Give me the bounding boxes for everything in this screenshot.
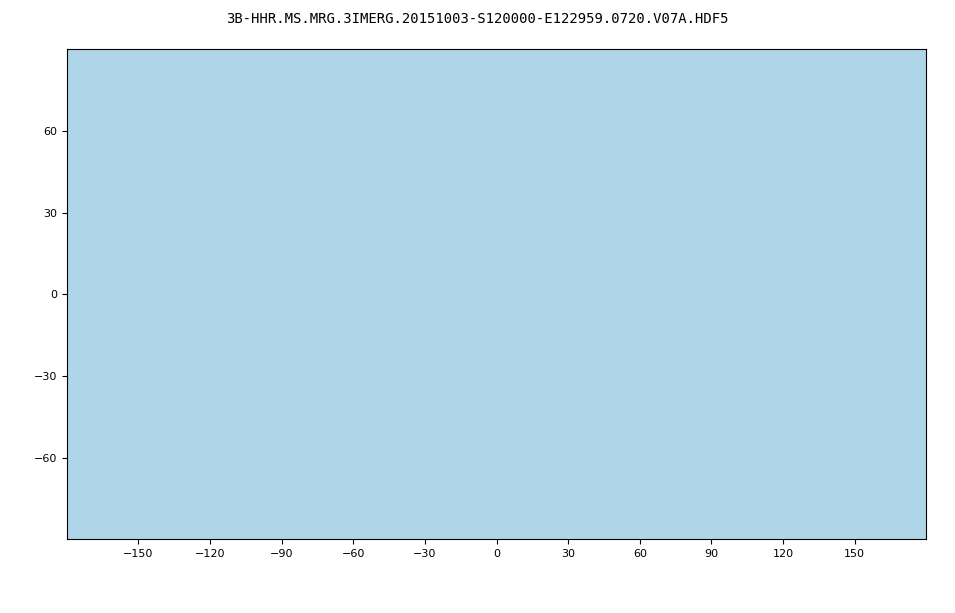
Text: 3B-HHR.MS.MRG.3IMERG.20151003-S120000-E122959.0720.V07A.HDF5: 3B-HHR.MS.MRG.3IMERG.20151003-S120000-E1…	[226, 12, 729, 26]
